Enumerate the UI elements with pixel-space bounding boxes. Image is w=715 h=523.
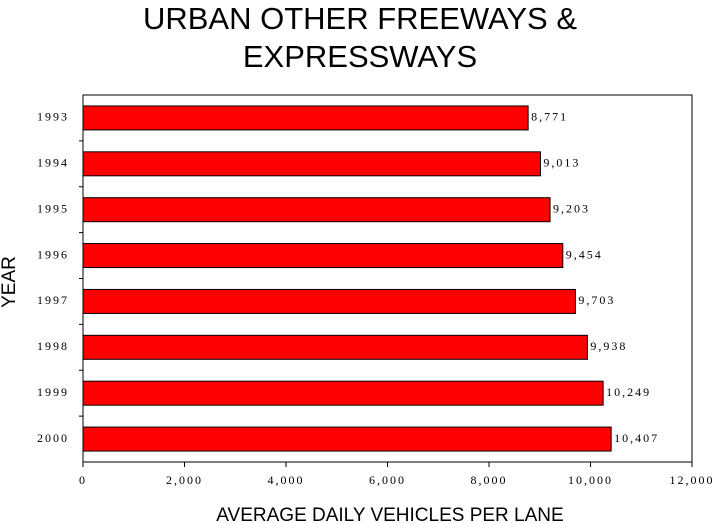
y-tick-label: 1998 — [37, 339, 69, 353]
x-tick-label: 4,000 — [268, 473, 305, 487]
data-label: 9,938 — [590, 339, 627, 353]
x-tick-label: 8,000 — [471, 473, 508, 487]
bar — [82, 151, 541, 177]
y-tick-label: 1997 — [37, 293, 69, 307]
bar — [82, 288, 576, 314]
y-axis-title: YEAR — [0, 256, 20, 308]
bar — [82, 426, 612, 452]
bar — [82, 380, 604, 406]
y-tick-label: 1994 — [37, 156, 69, 170]
bar — [82, 105, 529, 131]
x-axis-title: AVERAGE DAILY VEHICLES PER LANE — [216, 505, 563, 523]
data-label: 10,249 — [606, 385, 651, 399]
x-tick-label: 6,000 — [369, 473, 406, 487]
x-tick-label: 10,000 — [568, 473, 613, 487]
bar — [82, 197, 551, 223]
y-tick-label: 1996 — [37, 247, 69, 261]
plot-frame — [82, 94, 693, 463]
y-tick-label: 2000 — [37, 431, 69, 445]
data-label: 8,771 — [531, 110, 568, 124]
y-tick-label: 1995 — [37, 201, 69, 215]
data-label: 9,703 — [578, 293, 615, 307]
data-label: 10,407 — [614, 431, 659, 445]
bar — [82, 243, 564, 269]
x-tick-label: 12,000 — [670, 473, 715, 487]
chart-title: URBAN OTHER FREEWAYS & EXPRESSWAYS — [142, 1, 578, 74]
y-tick-label: 1993 — [37, 110, 69, 124]
data-label: 9,454 — [566, 247, 603, 261]
bar — [82, 334, 588, 360]
data-label: 9,203 — [553, 201, 590, 215]
data-label: 9,013 — [543, 156, 580, 170]
x-tick-label: 2,000 — [166, 473, 203, 487]
y-tick-label: 1999 — [37, 385, 69, 399]
x-tick-label: 0 — [79, 473, 87, 487]
